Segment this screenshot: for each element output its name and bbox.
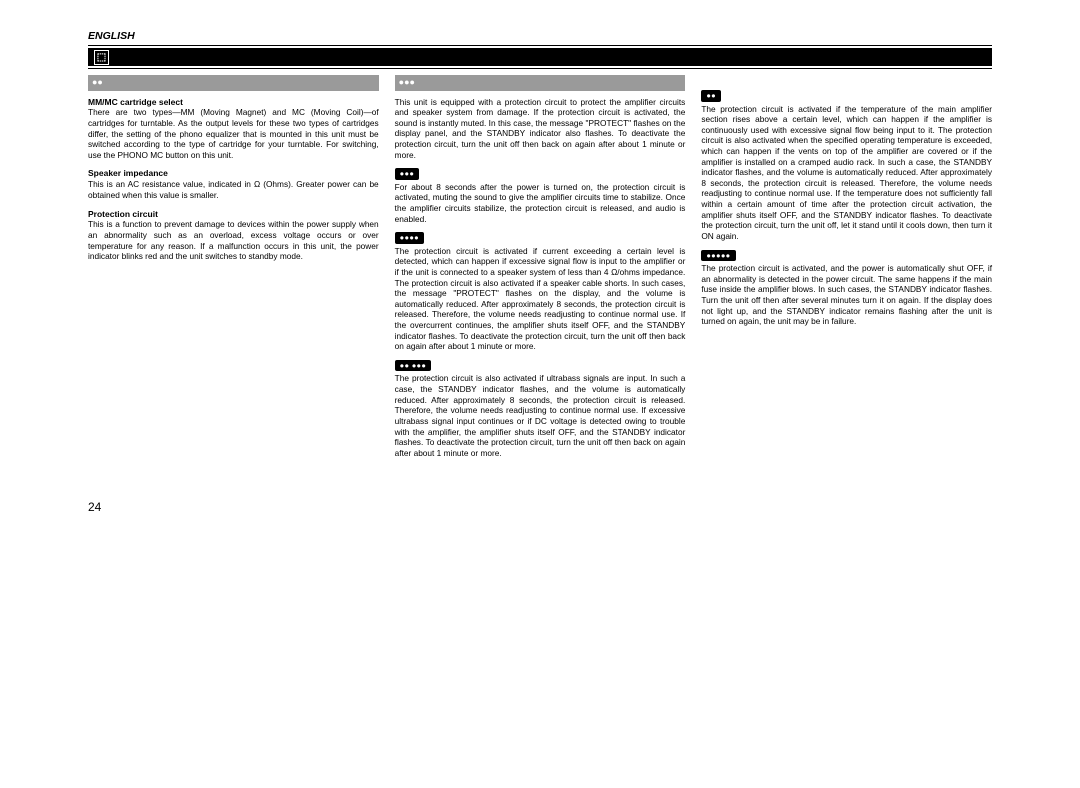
subheading-protection: Protection circuit bbox=[88, 209, 379, 220]
body-protection: This is a function to prevent damage to … bbox=[88, 219, 379, 261]
chip-poweron: ●●● bbox=[395, 168, 420, 180]
column-1: ●● MM/MC cartridge select There are two … bbox=[88, 75, 379, 466]
column-3: ●● The protection circuit is activated i… bbox=[701, 75, 992, 466]
body-abnormal: The protection circuit is activated, and… bbox=[701, 263, 992, 327]
divider bbox=[88, 68, 992, 69]
spacer bbox=[701, 75, 992, 90]
language-header: ENGLISH bbox=[88, 30, 992, 46]
language-label: ENGLISH bbox=[88, 30, 992, 45]
subheading-cartridge: MM/MC cartridge select bbox=[88, 97, 379, 108]
manual-page: ENGLISH ⬚ ●● MM/MC cartridge select Ther… bbox=[0, 0, 1080, 534]
chip-temp: ●● bbox=[701, 90, 721, 102]
chip-abnormal: ●●●●● bbox=[701, 250, 735, 262]
content-columns: ●● MM/MC cartridge select There are two … bbox=[88, 75, 992, 466]
subheading-impedance: Speaker impedance bbox=[88, 168, 379, 179]
body-impedance: This is an AC resistance value, indicate… bbox=[88, 179, 379, 200]
section-icon: ⬚ bbox=[94, 50, 109, 65]
body-poweron: For about 8 seconds after the power is t… bbox=[395, 182, 686, 224]
title-bar: ⬚ bbox=[88, 48, 992, 66]
chip-overcurrent: ●●●● bbox=[395, 232, 424, 244]
body-cartridge: There are two types—MM (Moving Magnet) a… bbox=[88, 107, 379, 160]
section-heading-1: ●● bbox=[88, 75, 379, 91]
body-temp: The protection circuit is activated if t… bbox=[701, 104, 992, 242]
body-dc: The protection circuit is also activated… bbox=[395, 373, 686, 458]
body-intro: This unit is equipped with a protection … bbox=[395, 97, 686, 161]
chip-dc: ●● ●●● bbox=[395, 360, 432, 372]
column-2: ●●● This unit is equipped with a protect… bbox=[395, 75, 686, 466]
page-number: 24 bbox=[88, 500, 992, 514]
section-heading-2: ●●● bbox=[395, 75, 686, 91]
body-overcurrent: The protection circuit is activated if c… bbox=[395, 246, 686, 352]
